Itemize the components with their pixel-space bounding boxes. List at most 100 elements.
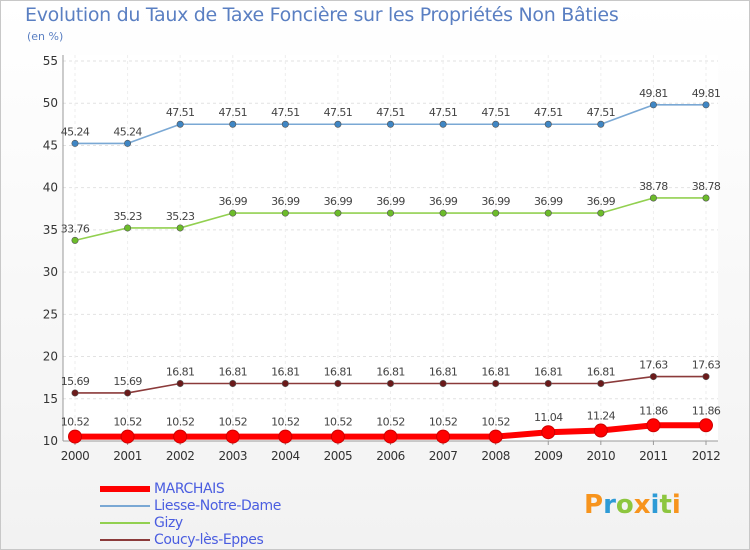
data-label-marchais: 11.86 [639, 404, 668, 417]
data-point-liesse-notre-dame [386, 120, 394, 128]
x-tick-label: 2008 [481, 449, 510, 463]
x-tick-label: 2001 [113, 449, 142, 463]
data-point-liesse-notre-dame [492, 120, 500, 128]
data-point-coucy-l-s-eppes [649, 373, 657, 381]
data-point-liesse-notre-dame [544, 120, 552, 128]
data-point-gizy [124, 224, 132, 232]
data-point-gizy [439, 209, 447, 217]
data-label-liesse-notre-dame: 47.51 [376, 106, 405, 119]
y-tick-label: 35 [43, 223, 58, 237]
x-tick-label: 2006 [376, 449, 405, 463]
data-point-gizy [492, 209, 500, 217]
data-point-marchais [436, 429, 451, 444]
data-point-liesse-notre-dame [281, 120, 289, 128]
data-point-gizy [649, 194, 657, 202]
data-label-coucy-l-s-eppes: 16.81 [324, 365, 353, 378]
data-label-gizy: 35.23 [113, 210, 142, 223]
data-label-liesse-notre-dame: 45.24 [61, 125, 90, 138]
data-point-coucy-l-s-eppes [124, 389, 132, 397]
data-label-marchais: 10.52 [376, 416, 405, 429]
data-point-liesse-notre-dame [439, 120, 447, 128]
data-label-marchais: 10.52 [166, 416, 195, 429]
data-label-liesse-notre-dame: 47.51 [534, 106, 563, 119]
data-label-liesse-notre-dame: 47.51 [324, 106, 353, 119]
y-tick-label: 10 [43, 434, 58, 448]
data-label-liesse-notre-dame: 47.51 [166, 106, 195, 119]
data-point-coucy-l-s-eppes [386, 379, 394, 387]
legend-swatch-coucy [100, 539, 150, 541]
data-point-gizy [597, 209, 605, 217]
data-label-marchais: 11.86 [692, 404, 721, 417]
data-point-marchais [278, 429, 293, 444]
legend-swatch-gizy [100, 522, 150, 524]
data-label-gizy: 36.99 [429, 195, 458, 208]
data-label-liesse-notre-dame: 49.81 [639, 87, 668, 100]
data-label-marchais: 11.04 [534, 411, 563, 424]
x-tick-label: 2003 [218, 449, 247, 463]
data-label-gizy: 35.23 [166, 210, 195, 223]
data-point-marchais [120, 429, 135, 444]
data-point-gizy [176, 224, 184, 232]
data-label-coucy-l-s-eppes: 16.81 [429, 365, 458, 378]
y-tick-label: 20 [43, 350, 58, 364]
data-point-gizy [281, 209, 289, 217]
legend-label-gizy: Gizy [154, 515, 183, 531]
data-label-coucy-l-s-eppes: 15.69 [61, 375, 90, 388]
logo-letter: i [671, 490, 681, 520]
y-tick-label: 45 [43, 138, 58, 152]
data-label-gizy: 36.99 [534, 195, 563, 208]
y-axis-unit-label: (en %) [27, 30, 64, 43]
data-point-liesse-notre-dame [334, 120, 342, 128]
chart-title: Evolution du Taux de Taxe Foncière sur l… [25, 4, 619, 26]
data-label-liesse-notre-dame: 49.81 [692, 87, 721, 100]
data-point-gizy [702, 194, 710, 202]
data-point-liesse-notre-dame [702, 101, 710, 109]
y-tick-label: 30 [43, 265, 58, 279]
data-point-marchais [173, 429, 188, 444]
data-label-coucy-l-s-eppes: 16.81 [219, 365, 248, 378]
legend-swatch-marchais [100, 486, 150, 492]
data-point-coucy-l-s-eppes [439, 379, 447, 387]
data-label-liesse-notre-dame: 47.51 [429, 106, 458, 119]
data-label-liesse-notre-dame: 45.24 [113, 125, 142, 138]
data-point-marchais [488, 429, 503, 444]
data-point-gizy [229, 209, 237, 217]
data-point-gizy [386, 209, 394, 217]
x-tick-label: 2002 [166, 449, 195, 463]
data-point-coucy-l-s-eppes [334, 379, 342, 387]
data-point-gizy [334, 209, 342, 217]
data-point-liesse-notre-dame [597, 120, 605, 128]
y-tick-label: 50 [43, 96, 58, 110]
data-label-gizy: 36.99 [587, 195, 616, 208]
data-point-coucy-l-s-eppes [544, 379, 552, 387]
x-tick-label: 2012 [692, 449, 721, 463]
data-label-marchais: 10.52 [481, 416, 510, 429]
data-label-coucy-l-s-eppes: 16.81 [481, 365, 510, 378]
x-tick-label: 2000 [61, 449, 90, 463]
x-tick-label: 2007 [429, 449, 458, 463]
data-label-marchais: 10.52 [113, 416, 142, 429]
data-point-coucy-l-s-eppes [281, 379, 289, 387]
data-label-marchais: 10.52 [429, 416, 458, 429]
y-tick-label: 15 [43, 392, 58, 406]
proxiti-logo: Proxiti [584, 490, 681, 520]
data-label-gizy: 36.99 [324, 195, 353, 208]
y-tick-label: 40 [43, 181, 58, 195]
legend-swatch-liesse [100, 505, 150, 507]
y-tick-label: 25 [43, 307, 58, 321]
data-point-marchais [541, 425, 556, 440]
x-tick-label: 2010 [587, 449, 616, 463]
data-point-marchais [699, 418, 713, 433]
data-label-gizy: 36.99 [481, 195, 510, 208]
data-point-liesse-notre-dame [124, 139, 132, 147]
logo-letter: i [650, 490, 660, 520]
data-label-gizy: 33.76 [61, 222, 90, 235]
data-point-liesse-notre-dame [649, 101, 657, 109]
data-label-coucy-l-s-eppes: 16.81 [166, 365, 195, 378]
data-label-coucy-l-s-eppes: 16.81 [271, 365, 300, 378]
data-point-marchais [225, 429, 240, 444]
logo-letter: o [615, 490, 634, 520]
data-point-marchais [646, 418, 661, 433]
data-label-marchais: 10.52 [61, 416, 90, 429]
data-label-coucy-l-s-eppes: 17.63 [639, 359, 668, 372]
